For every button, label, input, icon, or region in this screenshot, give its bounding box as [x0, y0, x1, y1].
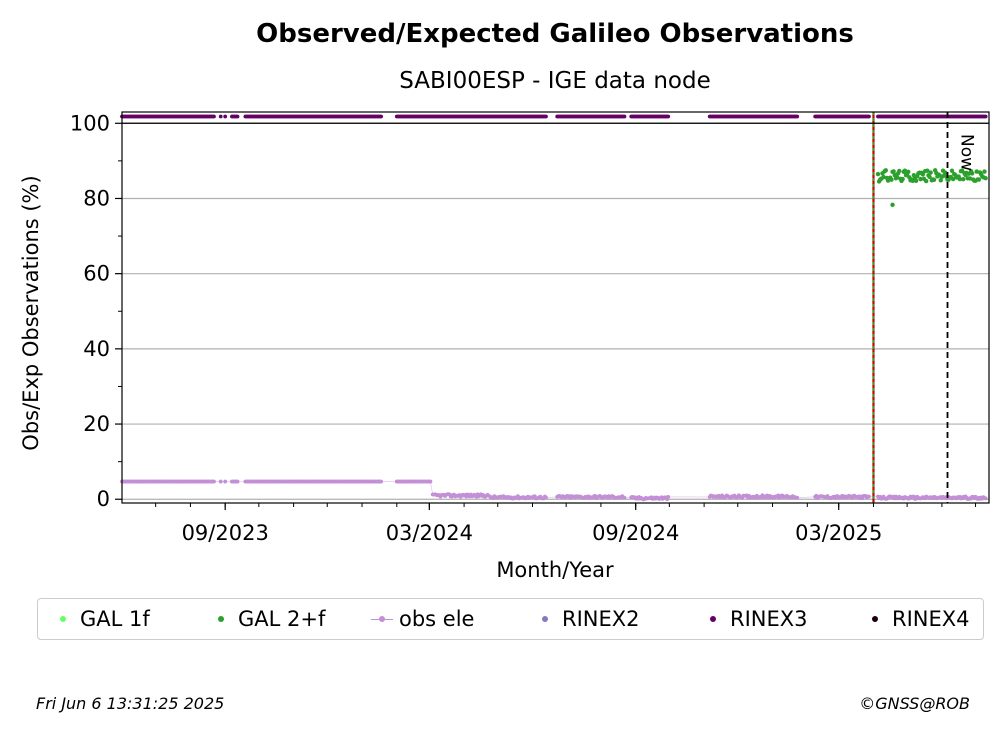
obs-ele-point — [622, 495, 627, 500]
rinex3-point — [235, 114, 240, 119]
x-tick-label: 03/2025 — [795, 521, 882, 545]
obs-ele-point — [867, 494, 871, 499]
obs-ele-point — [666, 494, 671, 499]
gal2f-point — [925, 168, 930, 173]
legend-label: obs ele — [399, 607, 475, 631]
rinex3-point — [622, 114, 627, 119]
obs-ele-point — [428, 479, 433, 484]
legend-label: GAL 1f — [80, 607, 150, 631]
legend-label: RINEX4 — [892, 607, 970, 631]
legend: GAL 1f GAL 2+f obs ele RINEX2 RINEX3 RINEX4 — [37, 598, 984, 640]
gal2f-point — [961, 176, 966, 182]
legend-marker — [371, 609, 393, 629]
rinex3-point — [218, 114, 223, 119]
rinex3-point — [666, 114, 671, 119]
legend-entry-gal-1f: GAL 1f — [52, 599, 150, 639]
rinex3-point — [795, 114, 800, 119]
chart-title: Observed/Expected Galileo Observations — [256, 19, 854, 49]
legend-label: RINEX3 — [730, 607, 808, 631]
gal2f-point — [976, 177, 982, 182]
y-tick-label: 100 — [70, 111, 110, 135]
gal2f-point — [883, 168, 889, 173]
y-tick-label: 40 — [83, 337, 110, 361]
x-tick-label: 09/2024 — [592, 521, 679, 545]
y-tick-label: 20 — [83, 412, 110, 436]
obs-ele-point — [218, 479, 223, 484]
gal2f-point — [983, 176, 988, 181]
legend-marker — [52, 609, 74, 629]
gal2f-point — [938, 178, 943, 183]
gal2f-point — [969, 171, 975, 176]
legend-marker — [210, 609, 232, 629]
obs-ele-point — [379, 479, 383, 484]
gal2f-point — [931, 177, 937, 183]
gal2f-point — [974, 169, 979, 174]
chart-subtitle: SABI00ESP - IGE data node — [399, 68, 710, 94]
gal2f-point — [913, 178, 919, 184]
gal2f-point — [967, 176, 973, 181]
gal2f-point — [928, 170, 933, 175]
gal2f-point — [949, 168, 955, 173]
gal2f-point — [918, 176, 923, 182]
obs-ele-point — [223, 479, 228, 484]
gal2f-point — [957, 176, 963, 182]
now-label: Now — [957, 134, 977, 171]
rinex3-point — [212, 114, 216, 119]
y-tick-label: 0 — [97, 487, 110, 511]
gal2f-point — [894, 174, 900, 180]
gal2f-point — [920, 172, 926, 177]
plot-frame — [121, 111, 990, 504]
legend-label: GAL 2+f — [238, 607, 326, 631]
legend-label: RINEX2 — [562, 607, 640, 631]
gal2f-point — [890, 202, 895, 208]
legend-entry-rinex3: RINEX3 — [702, 599, 808, 639]
footer-timestamp: Fri Jun 6 13:31:25 2025 — [36, 694, 225, 713]
legend-marker — [864, 609, 886, 629]
legend-entry-obs-ele: obs ele — [371, 599, 474, 639]
gal2f-point — [982, 169, 987, 174]
grid — [122, 122, 989, 500]
x-tick-label: 03/2024 — [386, 521, 473, 545]
gal2f-point — [875, 171, 881, 177]
gal2f-point — [927, 174, 932, 179]
annotations: Now — [122, 112, 989, 503]
legend-marker — [702, 609, 724, 629]
legend-entry-rinex4: RINEX4 — [864, 599, 970, 639]
obs-ele-point — [235, 479, 240, 484]
footer-copyright: ©GNSS@ROB — [859, 694, 970, 713]
legend-entry-rinex2: RINEX2 — [534, 599, 640, 639]
legend-marker — [534, 609, 556, 629]
y-axis-label: Obs/Exp Observations (%) — [19, 175, 43, 450]
y-tick-label: 80 — [83, 186, 110, 210]
gal2f-point — [950, 176, 956, 182]
rinex3-point — [983, 114, 988, 119]
rinex3-point — [223, 114, 228, 119]
gal2f-point — [891, 169, 896, 174]
axes: 0 20 40 60 80 100 09/2023 03/2024 09/2024 03/2025 — [70, 111, 977, 545]
gal2f-point — [889, 177, 894, 182]
gal2f-point — [943, 170, 948, 175]
obs-ele-point — [983, 496, 988, 501]
gal2f-point — [902, 168, 908, 173]
data-marks — [120, 114, 988, 502]
gal2f-point — [906, 169, 911, 175]
y-tick-label: 60 — [83, 262, 110, 286]
x-tick-label: 09/2023 — [182, 521, 269, 545]
obs-ele-point — [544, 495, 548, 500]
gal2f-point — [897, 168, 902, 174]
rinex3-point — [544, 114, 548, 119]
rinex3-point — [379, 114, 383, 119]
gal2f-point — [900, 176, 905, 182]
gal2f-point — [923, 178, 929, 184]
obs-ele-point — [795, 495, 800, 500]
x-axis-label: Month/Year — [496, 558, 614, 582]
legend-entry-gal-2-f: GAL 2+f — [210, 599, 325, 639]
gal2f-point — [881, 174, 886, 180]
rinex3-point — [867, 114, 871, 119]
obs-ele-point — [212, 479, 216, 484]
